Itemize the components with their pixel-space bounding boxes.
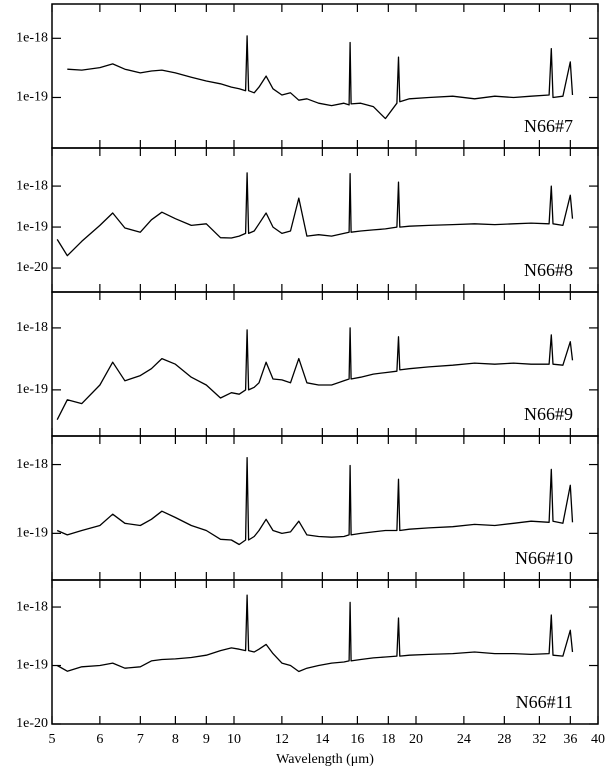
y-tick-label: 1e-19 [16, 658, 48, 673]
y-tick-label: 1e-18 [16, 31, 48, 46]
x-tick-label: 20 [409, 732, 423, 747]
x-tick-label: 12 [275, 732, 289, 747]
x-tick-label: 18 [381, 732, 395, 747]
x-tick-label: 6 [96, 732, 103, 747]
y-tick-label: 1e-19 [16, 90, 48, 105]
x-tick-label: 10 [227, 732, 241, 747]
panel-label: N66#9 [524, 404, 573, 424]
panel-frame [51, 579, 599, 725]
x-tick-label: 28 [497, 732, 511, 747]
spectrum-line [56, 594, 574, 673]
y-tick-label: 1e-20 [16, 716, 48, 731]
panel-frame [51, 147, 599, 293]
spectrum-line [56, 327, 574, 420]
panel-frame [51, 3, 599, 149]
y-tick-label: 1e-18 [16, 457, 48, 472]
y-tick-label: 1e-18 [16, 178, 48, 193]
panel-label: N66#7 [524, 116, 573, 136]
panel-label: N66#8 [524, 260, 573, 280]
x-axis-title: Wavelength (μm) [276, 752, 374, 767]
y-tick-label: 1e-19 [16, 382, 48, 397]
x-tick-label: 24 [457, 732, 471, 747]
x-tick-label: 36 [563, 732, 577, 747]
x-tick-label: 8 [172, 732, 179, 747]
x-tick-label: 40 [591, 732, 605, 747]
y-tick-label: 1e-18 [16, 599, 48, 614]
x-tick-label: 5 [49, 732, 56, 747]
spectrum-line [56, 172, 574, 257]
y-tick-label: 1e-20 [16, 260, 48, 275]
x-tick-label: 9 [203, 732, 210, 747]
y-tick-label: 1e-19 [16, 219, 48, 234]
x-tick-label: 14 [315, 732, 329, 747]
panel-frame [51, 291, 599, 437]
x-tick-label: 32 [532, 732, 546, 747]
spectrum-line [67, 35, 574, 120]
x-tick-label: 7 [137, 732, 144, 747]
y-tick-label: 1e-19 [16, 526, 48, 541]
spectrum-line [56, 456, 574, 546]
x-tick-label: 16 [350, 732, 364, 747]
y-tick-label: 1e-18 [16, 320, 48, 335]
panel-label: N66#11 [516, 692, 573, 712]
panel-label: N66#10 [515, 548, 573, 568]
